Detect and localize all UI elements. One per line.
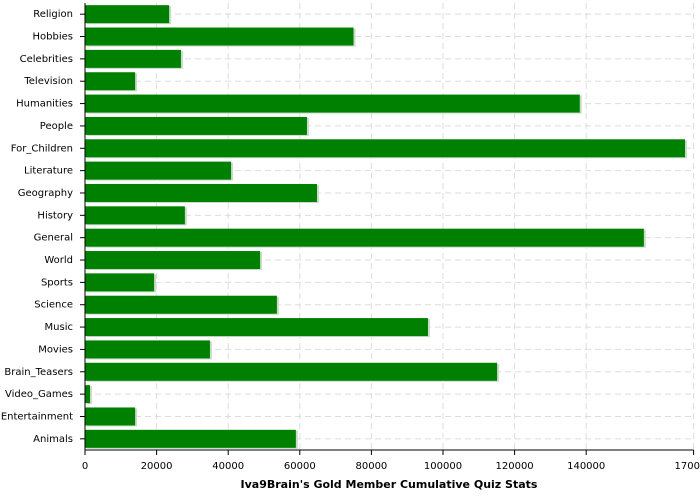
y-tick-label: General	[34, 233, 73, 244]
bar	[85, 183, 317, 202]
bar	[85, 5, 170, 24]
y-tick-label: History	[37, 210, 73, 221]
x-tick-label: 120000	[496, 461, 534, 472]
y-tick-label: Entertainment	[1, 411, 73, 422]
bar	[85, 94, 580, 113]
y-tick-label: Movies	[38, 344, 73, 355]
y-tick-label: Science	[34, 300, 73, 311]
y-tick-label: Animals	[33, 434, 73, 445]
y-tick-label: Video_Games	[5, 389, 73, 400]
x-tick-label: 0	[82, 461, 88, 472]
x-tick-label: 60000	[284, 461, 316, 472]
bar	[85, 116, 307, 135]
y-tick-label: Brain_Teasers	[4, 367, 73, 378]
y-tick-label: Celebrities	[20, 54, 73, 65]
y-tick-label: For_Children	[11, 143, 73, 154]
bar	[85, 407, 136, 426]
bar	[85, 27, 354, 46]
bar	[85, 340, 210, 359]
bar	[85, 295, 277, 314]
bar	[85, 206, 185, 225]
bar	[85, 362, 498, 381]
y-tick-label: Television	[23, 76, 73, 87]
y-tick-label: Hobbies	[33, 32, 73, 43]
x-tick-label: 140000	[567, 461, 605, 472]
bar	[85, 49, 181, 68]
bar	[85, 273, 155, 292]
x-tick-label: 100000	[424, 461, 462, 472]
x-tick-label: 170000	[675, 461, 700, 472]
y-tick-label: Humanities	[16, 99, 73, 110]
bar	[85, 228, 644, 247]
y-tick-label: Religion	[33, 9, 73, 20]
x-axis-label: Iva9Brain's Gold Member Cumulative Quiz …	[241, 478, 538, 491]
x-tick-label: 80000	[355, 461, 387, 472]
bar	[85, 161, 232, 180]
bar	[85, 139, 686, 158]
y-tick-label: World	[44, 255, 73, 266]
y-tick-label: Sports	[41, 277, 73, 288]
x-tick-label: 20000	[141, 461, 173, 472]
bar	[85, 429, 296, 448]
bar	[85, 72, 136, 91]
y-tick-label: Geography	[18, 188, 73, 199]
bar	[85, 318, 428, 337]
bar	[85, 385, 91, 404]
x-tick-label: 40000	[212, 461, 244, 472]
y-tick-label: Literature	[24, 166, 73, 177]
bar	[85, 251, 261, 270]
y-tick-label: Music	[45, 322, 73, 333]
y-tick-label: People	[40, 121, 73, 132]
